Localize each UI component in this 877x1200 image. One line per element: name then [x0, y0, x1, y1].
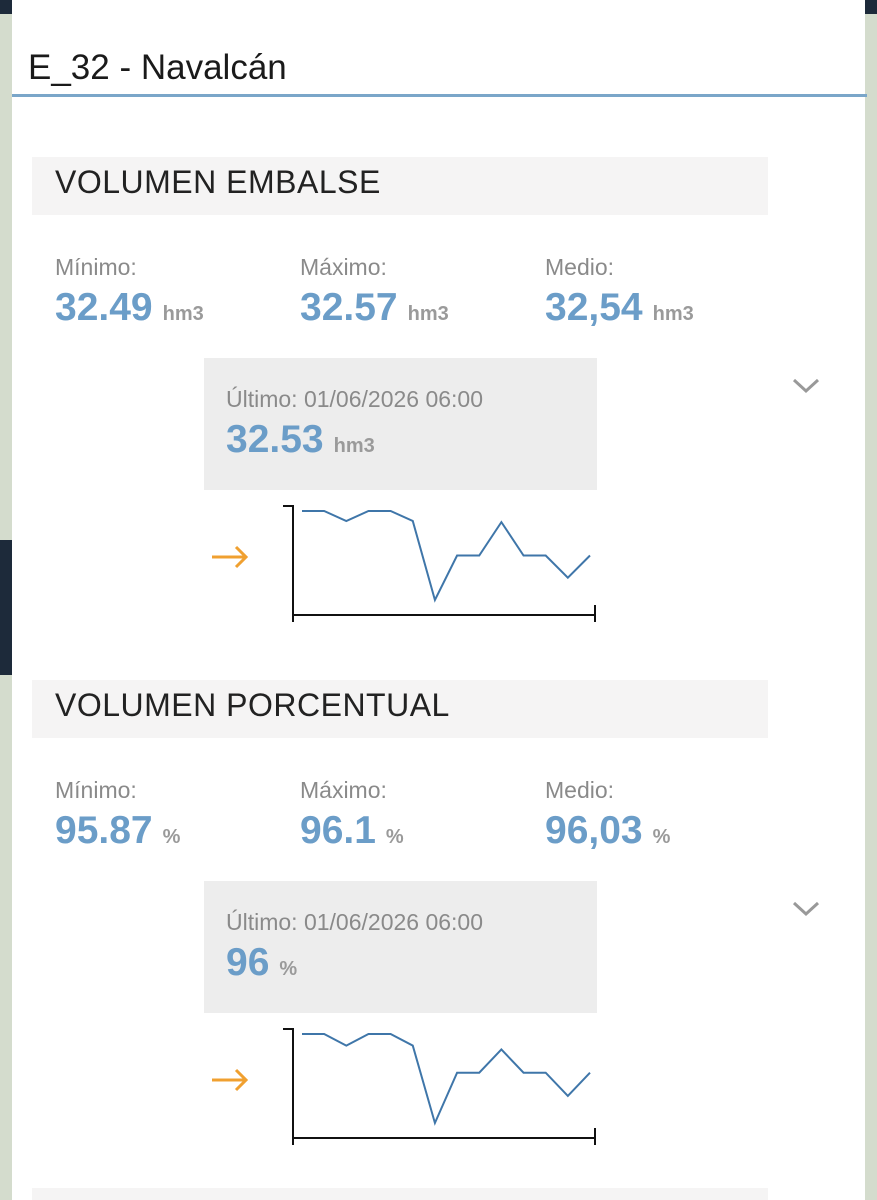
- stat-row: 96,03%: [545, 809, 670, 853]
- sparkline: [212, 1028, 596, 1145]
- stat-value: 96,03: [545, 809, 643, 852]
- section-heading: VOLUMEN PORCENTUAL: [55, 687, 450, 723]
- last-row: 32.53 hm3: [226, 418, 375, 462]
- stat-label: Máximo:: [300, 777, 387, 803]
- stat-label: Medio:: [545, 254, 615, 280]
- last-unit: %: [279, 958, 298, 980]
- next-section-band: [32, 1188, 768, 1200]
- last-label: Último: 01/06/2026 06:00: [226, 386, 484, 412]
- last-box: [204, 358, 597, 490]
- last-row: 96%: [226, 941, 297, 985]
- section-heading: VOLUMEN EMBALSE: [55, 164, 381, 200]
- stat-row: 32,54 hm3: [545, 286, 694, 330]
- stat-row: 96.1%: [300, 809, 404, 853]
- axis: [283, 1028, 595, 1139]
- section-band: [32, 680, 768, 738]
- sparkline-line: [302, 510, 591, 603]
- stat-unit: %: [385, 826, 404, 848]
- last-label: Último: 01/06/2026 06:00: [226, 909, 484, 935]
- stat-value: 32.49: [55, 286, 153, 329]
- arrow-head: [234, 545, 249, 569]
- stat-label: Máximo:: [300, 254, 387, 280]
- stat-row: 32.57 hm3: [300, 286, 449, 330]
- stat-unit: hm3: [652, 303, 694, 325]
- expand-chevron[interactable]: [791, 376, 821, 396]
- stat-value: 96.1: [300, 809, 376, 852]
- sparkline: [212, 505, 596, 622]
- last-box: [204, 881, 597, 1013]
- stat-unit: %: [162, 826, 181, 848]
- stat-value: 95.87: [55, 809, 153, 852]
- section-band: [32, 157, 768, 215]
- axis: [283, 505, 595, 616]
- stat-label: Mínimo:: [55, 777, 137, 803]
- last-value: 32.53: [226, 418, 324, 461]
- stat-value: 32.57: [300, 286, 398, 329]
- stat-value: 32,54: [545, 286, 643, 329]
- stat-unit: hm3: [162, 303, 204, 325]
- side-bar: [0, 540, 12, 675]
- stat-row: 95.87%: [55, 809, 180, 853]
- stat-unit: %: [652, 826, 671, 848]
- stat-unit: hm3: [407, 303, 449, 325]
- stat-label: Mínimo:: [55, 254, 137, 280]
- chevron-stroke: [792, 901, 820, 917]
- last-unit: hm3: [333, 435, 375, 457]
- chevron-stroke: [792, 378, 820, 394]
- stat-row: 32.49 hm3: [55, 286, 204, 330]
- arrow-head: [234, 1068, 249, 1092]
- station-title: E_32 - Navalcán: [28, 48, 287, 87]
- sparkline-line: [302, 1033, 591, 1126]
- last-value: 96: [226, 941, 270, 984]
- expand-chevron[interactable]: [791, 899, 821, 919]
- stat-label: Medio:: [545, 777, 615, 803]
- header-rule: [12, 94, 867, 97]
